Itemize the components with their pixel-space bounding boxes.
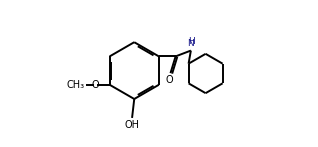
Text: N: N	[187, 39, 194, 48]
Text: O: O	[165, 75, 173, 85]
Text: CH₃: CH₃	[66, 80, 84, 90]
Text: OH: OH	[125, 120, 140, 130]
Text: H: H	[188, 37, 195, 46]
Text: O: O	[92, 80, 99, 90]
